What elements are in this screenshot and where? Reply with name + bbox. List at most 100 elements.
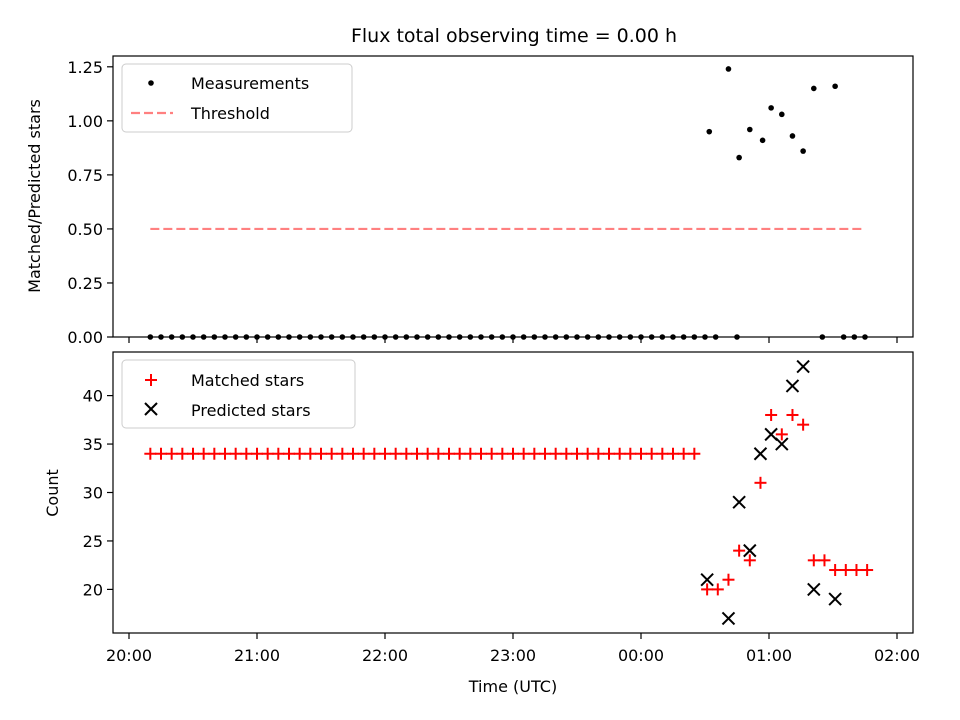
matched-star-point	[743, 554, 756, 567]
predicted-star-point	[743, 543, 757, 558]
predicted-star-point	[828, 592, 842, 606]
matched-star-point	[165, 447, 178, 460]
x-tick-label: 02:00	[874, 646, 920, 665]
matched-star-point	[818, 554, 831, 567]
top-y-tick-label: 0.25	[67, 274, 103, 293]
top-y-ticks: 0.00 0.25 0.50 0.75 1.00 1.25	[67, 58, 113, 347]
legend-matched-label: Matched stars	[191, 371, 304, 390]
x-tick-label: 22:00	[362, 646, 408, 665]
top-y-tick-label: 0.50	[67, 220, 103, 239]
bottom-y-axis-label: Count	[43, 469, 62, 517]
matched-star-point	[485, 447, 498, 460]
matched-star-point	[528, 447, 541, 460]
matched-star-point	[315, 447, 327, 460]
x-tick-label: 20:00	[106, 646, 152, 665]
matched-star-point	[155, 447, 167, 460]
legend-measurements-marker	[148, 80, 154, 86]
matched-star-point	[688, 447, 701, 460]
legend-measurements-label: Measurements	[191, 74, 309, 93]
top-plot-frame	[112, 55, 914, 338]
legend-matched-marker	[145, 374, 157, 386]
legend-threshold-label: Threshold	[190, 104, 270, 123]
matched-star-point	[336, 447, 349, 460]
matched-stars-points	[144, 408, 874, 596]
matched-star-point	[208, 447, 221, 460]
predicted-star-point	[764, 427, 778, 442]
matched-star-point	[861, 564, 874, 577]
matched-star-point	[775, 428, 788, 441]
bottom-plot-frame	[112, 351, 914, 634]
measurement-point	[747, 126, 753, 133]
matched-star-point	[368, 447, 381, 460]
matched-star-point	[464, 447, 477, 460]
top-y-tick-label: 0.75	[67, 166, 103, 185]
matched-star-point	[829, 564, 842, 577]
bottom-y-tick-label: 30	[83, 484, 103, 503]
matched-star-point	[571, 447, 583, 460]
bottom-y-tick-label: 35	[83, 435, 103, 454]
measurement-point	[811, 85, 817, 92]
matched-star-point	[711, 583, 724, 596]
matched-star-point	[656, 447, 669, 460]
matched-star-point	[411, 447, 423, 460]
measurement-point	[725, 66, 732, 72]
matched-star-point	[549, 447, 562, 460]
measurement-point	[706, 128, 713, 135]
chart-title: Flux total observing time = 0.00 h	[351, 25, 677, 47]
matched-star-point	[722, 573, 735, 586]
matched-star-point	[347, 447, 359, 460]
matched-star-point	[400, 447, 413, 460]
measurement-point	[832, 83, 838, 90]
matched-star-point	[765, 408, 778, 421]
x-tick-label: 01:00	[746, 646, 792, 665]
matched-star-point	[251, 447, 263, 460]
matched-star-point	[229, 447, 242, 460]
matched-star-point	[603, 447, 615, 460]
x-tick-label: 21:00	[234, 646, 280, 665]
matched-star-point	[293, 447, 306, 460]
predicted-star-point	[796, 359, 810, 374]
measurement-point	[789, 133, 796, 139]
matched-star-point	[667, 447, 679, 460]
matched-star-point	[389, 447, 402, 460]
matched-star-point	[677, 447, 690, 460]
matched-star-point	[839, 564, 852, 577]
matched-star-point	[453, 447, 466, 460]
x-tick-label: 23:00	[490, 646, 536, 665]
predicted-star-point	[785, 379, 800, 393]
predicted-stars-points	[700, 359, 842, 626]
measurement-point	[779, 111, 785, 118]
matched-star-point	[432, 447, 445, 460]
matched-star-point	[197, 447, 210, 460]
matched-star-point	[240, 447, 253, 460]
matched-star-point	[357, 447, 370, 460]
matched-star-point	[187, 447, 199, 460]
top-y-axis-label: Matched/Predicted stars	[25, 99, 44, 293]
matched-star-point	[701, 583, 714, 596]
matched-star-point	[560, 447, 573, 460]
matched-star-point	[261, 447, 274, 460]
top-legend: Measurements Threshold	[121, 63, 353, 133]
top-y-tick-label: 1.25	[67, 58, 103, 77]
matched-star-point	[443, 447, 455, 460]
matched-star-point	[475, 447, 487, 460]
matched-star-point	[754, 476, 767, 489]
predicted-star-point	[700, 572, 714, 587]
measurement-point	[736, 154, 742, 161]
matched-star-point	[797, 418, 810, 431]
bottom-y-tick-label: 20	[83, 580, 103, 599]
matched-star-point	[379, 447, 391, 460]
matched-star-point	[176, 447, 189, 460]
matched-star-point	[850, 564, 863, 577]
matched-star-point	[624, 447, 637, 460]
bottom-y-ticks: 20 25 30 35 40	[83, 387, 113, 599]
bottom-legend-box	[121, 359, 356, 429]
matched-star-point	[325, 447, 338, 460]
matched-star-point	[517, 447, 530, 460]
measurement-point	[768, 105, 774, 111]
predicted-star-point	[807, 582, 821, 597]
legend-predicted-label: Predicted stars	[191, 401, 311, 420]
matched-star-point	[507, 447, 519, 460]
matched-star-point	[635, 447, 647, 460]
